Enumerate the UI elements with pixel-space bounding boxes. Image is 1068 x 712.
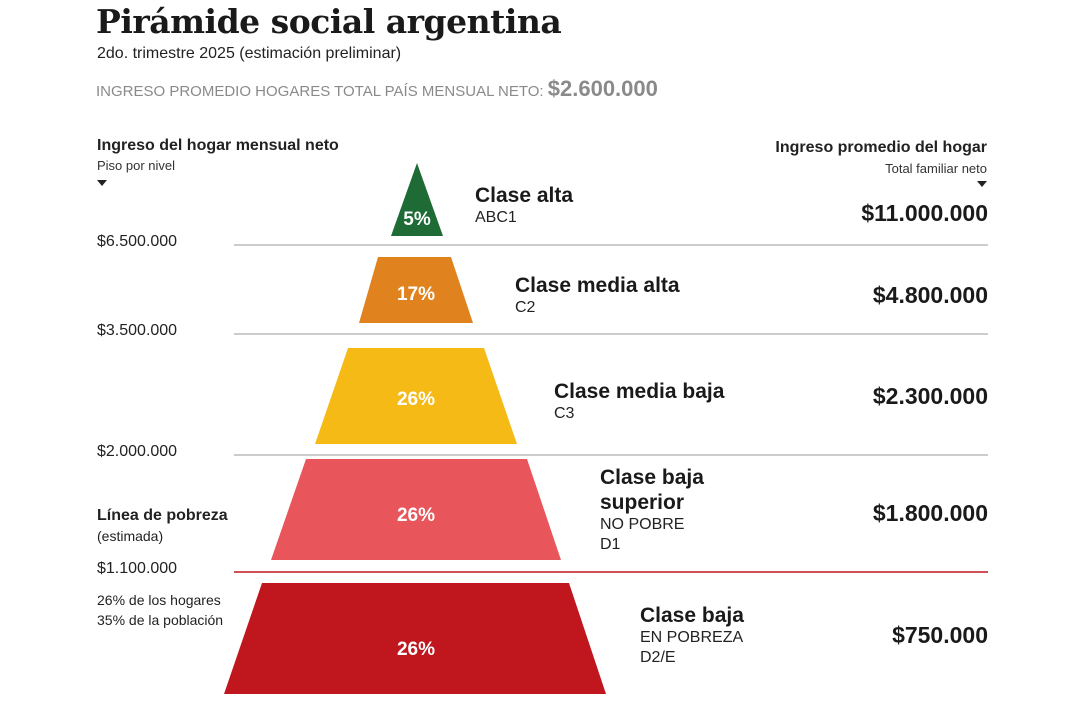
class-name-line2: superior — [600, 491, 685, 514]
right-column-arrow-icon — [977, 181, 987, 187]
class-code-line1: EN POBREZA — [640, 629, 744, 646]
percent-baja-superior: 26% — [397, 505, 435, 526]
average-income-line: INGRESO PROMEDIO HOGARES TOTAL PAÍS MENS… — [96, 76, 658, 102]
class-code: C3 — [554, 405, 575, 422]
right-column-title: Ingreso promedio del hogar — [775, 139, 987, 156]
percent-media-baja: 26% — [397, 389, 435, 410]
pyramid-level-baja-superior — [271, 459, 561, 560]
class-code: ABC1 — [475, 209, 517, 226]
floor-value-1: $6.500.000 — [97, 233, 178, 250]
class-label-media-alta: Clase media alta C2 — [515, 273, 680, 318]
average-value-media-baja: $2.300.000 — [872, 383, 988, 409]
average-value-media-alta: $4.800.000 — [872, 282, 988, 308]
average-income-value: $2.600.000 — [547, 76, 658, 101]
poverty-line-label: Línea de pobreza — [97, 507, 228, 524]
percent-media-alta: 17% — [397, 284, 435, 305]
class-name: Clase alta — [475, 184, 574, 207]
percent-baja: 26% — [397, 639, 435, 660]
class-code-line2: D1 — [600, 536, 621, 553]
class-name: Clase media baja — [554, 380, 725, 403]
class-label-baja-superior: Clase baja superior NO POBRE D1 — [600, 465, 704, 555]
page-subtitle: 2do. trimestre 2025 (estimación prelimin… — [97, 45, 402, 62]
page-title: Pirámide social argentina — [96, 2, 562, 41]
class-code-line2: D2/E — [640, 649, 676, 666]
pyramid-level-media-alta — [359, 257, 473, 323]
class-name: Clase baja — [640, 604, 744, 627]
class-name: Clase media alta — [515, 274, 680, 297]
average-value-baja: $750.000 — [892, 622, 988, 648]
pyramid-level-alta — [391, 163, 443, 236]
class-label-alta: Clase alta ABC1 — [475, 183, 573, 228]
poverty-line-sub: (estimada) — [97, 528, 164, 544]
floor-value-4: $1.100.000 — [97, 560, 178, 577]
class-label-media-baja: Clase media baja C3 — [554, 379, 724, 424]
right-column-subtitle: Total familiar neto — [885, 161, 987, 176]
class-name-line1: Clase baja — [600, 466, 704, 489]
average-value-alta: $11.000.000 — [861, 200, 988, 226]
average-value-baja-superior: $1.800.000 — [872, 500, 988, 526]
class-code: C2 — [515, 299, 536, 316]
pyramid-level-media-baja — [315, 348, 517, 444]
class-code-line1: NO POBRE — [600, 516, 685, 533]
left-column-arrow-icon — [97, 180, 107, 186]
class-label-baja: Clase baja EN POBREZA D2/E — [640, 603, 744, 668]
poverty-note-population: 35% de la población — [97, 612, 224, 628]
average-income-label: INGRESO PROMEDIO HOGARES TOTAL PAÍS MENS… — [96, 83, 544, 100]
left-column-title: Ingreso del hogar mensual neto — [97, 137, 339, 154]
left-column-subtitle: Piso por nivel — [97, 158, 176, 173]
floor-value-3: $2.000.000 — [97, 443, 178, 460]
floor-value-2: $3.500.000 — [97, 322, 178, 339]
percent-alta: 5% — [403, 209, 431, 230]
pyramid-level-baja — [224, 583, 606, 694]
poverty-note-households: 26% de los hogares — [97, 592, 221, 608]
